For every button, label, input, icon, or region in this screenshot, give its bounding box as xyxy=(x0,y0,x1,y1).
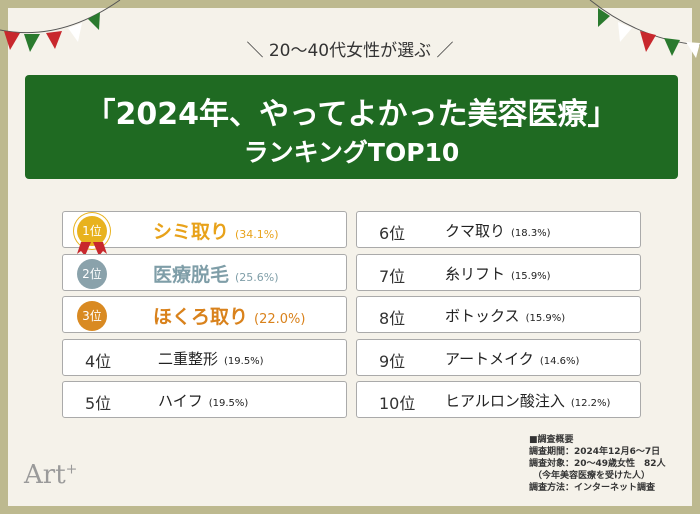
item-name: 医療脱毛 xyxy=(153,263,230,286)
item-percent: (15.9%) xyxy=(525,313,566,324)
logo: Art+ xyxy=(24,460,77,490)
rank-cell: 4位 二重整形 (19.5%) xyxy=(62,338,347,376)
item-name: ボトックス xyxy=(445,307,520,325)
rank-cell: 3位 ほくろ取り (22.0%) xyxy=(62,296,347,333)
item: 医療脱毛 (25.6%) xyxy=(153,260,279,287)
item-percent: (12.2%) xyxy=(570,398,611,409)
rank-cell: 1位 シミ取り (34.1%) xyxy=(62,211,347,256)
rank-cell: 8位 ボトックス (15.9%) xyxy=(356,296,641,333)
title: 「2024年、やってよかった美容医療」 xyxy=(85,97,618,132)
item-name: クマ取り xyxy=(445,222,506,240)
subtitle: ＼ 20〜40代女性が選ぶ ／ xyxy=(246,41,454,61)
medal: 1位 xyxy=(77,216,107,246)
rank-label: 9位 xyxy=(379,351,406,371)
logo-text: Art xyxy=(24,460,66,490)
item: クマ取り (18.3%) xyxy=(445,220,551,241)
item: 二重整形 (19.5%) xyxy=(158,348,264,369)
survey: ■調査概要 調査期間：2024年12月6〜7日 調査対象：20〜49歳女性 82… xyxy=(529,434,666,494)
rank-cell: 9位 アートメイク (14.6%) xyxy=(356,338,641,376)
survey-line: 調査方法：インターネット調査 xyxy=(529,483,656,493)
rank-cell: 10位 ヒアルロン酸注入 (12.2%) xyxy=(356,381,641,418)
ribbon xyxy=(77,242,107,256)
item: ボトックス (15.9%) xyxy=(445,305,565,326)
logo-sup: + xyxy=(65,461,78,478)
item-percent: (15.9%) xyxy=(511,270,551,282)
survey-line: （今年美容医療を受けた人） xyxy=(533,471,651,481)
rank-cell: 6位 クマ取り (18.3%) xyxy=(356,211,641,248)
item-percent: (22.0%) xyxy=(254,312,306,327)
rank-label: 8位 xyxy=(379,309,406,328)
rank-label: 5位 xyxy=(85,394,112,413)
item: ほくろ取り (22.0%) xyxy=(153,302,305,329)
item-name: ハイフ xyxy=(158,392,203,410)
survey-line: 調査対象：20〜49歳女性 82人 xyxy=(529,459,666,469)
rank-label: 10位 xyxy=(379,394,416,413)
item-name: ほくろ取り xyxy=(153,306,249,328)
item-percent: (14.6%) xyxy=(539,355,580,367)
medal: 2位 xyxy=(77,258,107,289)
item-percent: (18.3%) xyxy=(511,228,551,239)
rank-label: 7位 xyxy=(379,266,406,286)
item-name: 二重整形 xyxy=(158,349,219,368)
rank-cell: 7位 糸リフト (15.9%) xyxy=(356,253,641,291)
item-percent: (34.1%) xyxy=(235,228,279,241)
rank-cell: 5位 ハイフ (19.5%) xyxy=(62,381,347,418)
rank-cell: 2位 医療脱毛 (25.6%) xyxy=(62,253,347,291)
medal: 3位 xyxy=(77,301,107,331)
item-name: ヒアルロン酸注入 xyxy=(445,392,565,410)
item-percent: (25.6%) xyxy=(235,270,279,284)
survey-heading: ■調査概要 xyxy=(529,435,574,445)
rank-label: 6位 xyxy=(379,224,406,243)
rank-label: 4位 xyxy=(85,351,112,371)
item: アートメイク (14.6%) xyxy=(445,348,579,369)
item: 糸リフト (15.9%) xyxy=(445,263,551,284)
item-name: アートメイク xyxy=(445,349,534,368)
item: シミ取り (34.1%) xyxy=(153,217,279,244)
item-name: 糸リフト xyxy=(445,264,506,283)
survey-line: 調査期間：2024年12月6〜7日 xyxy=(529,447,661,457)
item: ハイフ (19.5%) xyxy=(158,390,248,411)
title-box: 「2024年、やってよかった美容医療」 ランキングTOP10 xyxy=(25,75,678,179)
item-name: シミ取り xyxy=(153,221,230,243)
item-percent: (19.5%) xyxy=(224,355,264,367)
bunting xyxy=(0,0,700,58)
item-percent: (19.5%) xyxy=(208,398,249,409)
title: ランキングTOP10 xyxy=(243,138,460,167)
item: ヒアルロン酸注入 (12.2%) xyxy=(445,390,610,411)
